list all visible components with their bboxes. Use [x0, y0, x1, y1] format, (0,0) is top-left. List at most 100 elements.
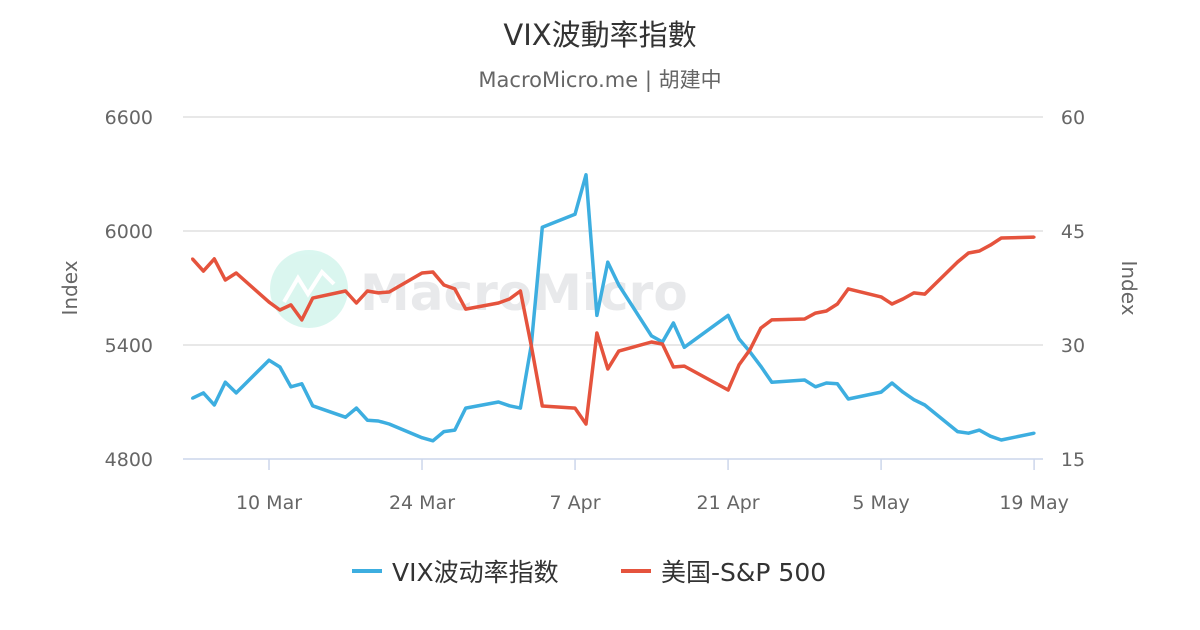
vix-point[interactable] [344, 415, 348, 419]
spx-point[interactable] [748, 348, 752, 352]
vix-point[interactable] [890, 381, 894, 385]
spx-point[interactable] [212, 257, 216, 261]
spx-point[interactable] [540, 404, 544, 408]
spx-point[interactable] [354, 301, 358, 305]
vix-point[interactable] [442, 430, 446, 434]
spx-point[interactable] [497, 301, 501, 305]
vix-point[interactable] [1032, 431, 1036, 435]
vix-point[interactable] [901, 390, 905, 394]
spx-point[interactable] [387, 290, 391, 294]
vix-point[interactable] [999, 438, 1003, 442]
vix-point[interactable] [988, 434, 992, 438]
spx-point[interactable] [999, 236, 1003, 240]
vix-point[interactable] [190, 396, 194, 400]
spx-point[interactable] [365, 289, 369, 293]
vix-point[interactable] [584, 173, 588, 177]
vix-point[interactable] [803, 378, 807, 382]
vix-point[interactable] [267, 358, 271, 362]
spx-point[interactable] [289, 303, 293, 307]
vix-point[interactable] [977, 428, 981, 432]
spx-point[interactable] [967, 251, 971, 255]
spx-point[interactable] [573, 406, 577, 410]
legend-item-spx[interactable]: 美国-S&P 500 [621, 553, 826, 589]
spx-point[interactable] [617, 349, 621, 353]
vix-point[interactable] [420, 436, 424, 440]
spx-point[interactable] [726, 388, 730, 392]
spx-point[interactable] [376, 291, 380, 295]
vix-point[interactable] [617, 283, 621, 287]
vix-point[interactable] [737, 337, 741, 341]
spx-point[interactable] [682, 364, 686, 368]
vix-point[interactable] [923, 403, 927, 407]
spx-point[interactable] [190, 257, 194, 261]
vix-point[interactable] [431, 439, 435, 443]
spx-point[interactable] [344, 289, 348, 293]
vix-point[interactable] [354, 406, 358, 410]
spx-point[interactable] [606, 367, 610, 371]
spx-point[interactable] [529, 344, 533, 348]
spx-point[interactable] [1032, 235, 1036, 239]
vix-point[interactable] [387, 422, 391, 426]
spx-point[interactable] [311, 296, 315, 300]
vix-point[interactable] [956, 430, 960, 434]
vix-point[interactable] [278, 365, 282, 369]
vix-point[interactable] [311, 404, 315, 408]
vix-point[interactable] [846, 397, 850, 401]
vix-point[interactable] [201, 391, 205, 395]
spx-point[interactable] [879, 295, 883, 299]
spx-point[interactable] [770, 318, 774, 322]
spx-point[interactable] [650, 340, 654, 344]
vix-point[interactable] [770, 380, 774, 384]
vix-point[interactable] [289, 385, 293, 389]
spx-point[interactable] [988, 243, 992, 247]
vix-point[interactable] [606, 260, 610, 264]
vix-point[interactable] [814, 385, 817, 389]
vix-point[interactable] [518, 406, 522, 410]
vix-point[interactable] [573, 212, 577, 216]
vix-point[interactable] [234, 391, 238, 395]
spx-point[interactable] [442, 283, 446, 287]
spx-point[interactable] [846, 287, 850, 291]
legend-item-vix[interactable]: VIX波动率指数 [352, 553, 559, 589]
vix-point[interactable] [879, 390, 883, 394]
vix-point[interactable] [595, 313, 599, 317]
vix-point[interactable] [650, 334, 654, 338]
vix-point[interactable] [223, 380, 227, 384]
spx-point[interactable] [518, 289, 522, 293]
spx-point[interactable] [278, 308, 282, 312]
spx-point[interactable] [431, 270, 435, 274]
spx-point[interactable] [267, 300, 271, 304]
spx-point[interactable] [234, 271, 238, 275]
vix-point[interactable] [453, 428, 457, 432]
spx-point[interactable] [824, 309, 828, 313]
vix-point[interactable] [682, 345, 686, 349]
spx-point[interactable] [671, 365, 675, 369]
vix-point[interactable] [759, 364, 763, 368]
spx-point[interactable] [890, 302, 894, 306]
vix-point[interactable] [967, 431, 971, 435]
spx-point[interactable] [923, 292, 927, 296]
vix-point[interactable] [300, 382, 304, 386]
spx-point[interactable] [912, 291, 916, 295]
spx-point[interactable] [803, 317, 807, 321]
vix-point[interactable] [726, 313, 730, 317]
spx-point[interactable] [737, 363, 741, 367]
spx-point[interactable] [595, 331, 599, 335]
spx-point[interactable] [464, 307, 468, 311]
vix-point[interactable] [212, 403, 216, 407]
spx-point[interactable] [201, 269, 205, 273]
vix-point[interactable] [497, 400, 501, 404]
vix-point[interactable] [540, 225, 544, 229]
spx-point[interactable] [814, 311, 817, 315]
vix-point[interactable] [464, 406, 468, 410]
vix-point[interactable] [835, 382, 839, 386]
vix-point[interactable] [376, 419, 380, 423]
spx-point[interactable] [584, 422, 588, 426]
spx-point[interactable] [420, 271, 424, 275]
vix-point[interactable] [824, 381, 828, 385]
spx-point[interactable] [759, 326, 763, 330]
vix-point[interactable] [507, 404, 511, 408]
spx-point[interactable] [660, 342, 664, 346]
spx-point[interactable] [223, 278, 227, 282]
spx-point[interactable] [453, 287, 457, 291]
